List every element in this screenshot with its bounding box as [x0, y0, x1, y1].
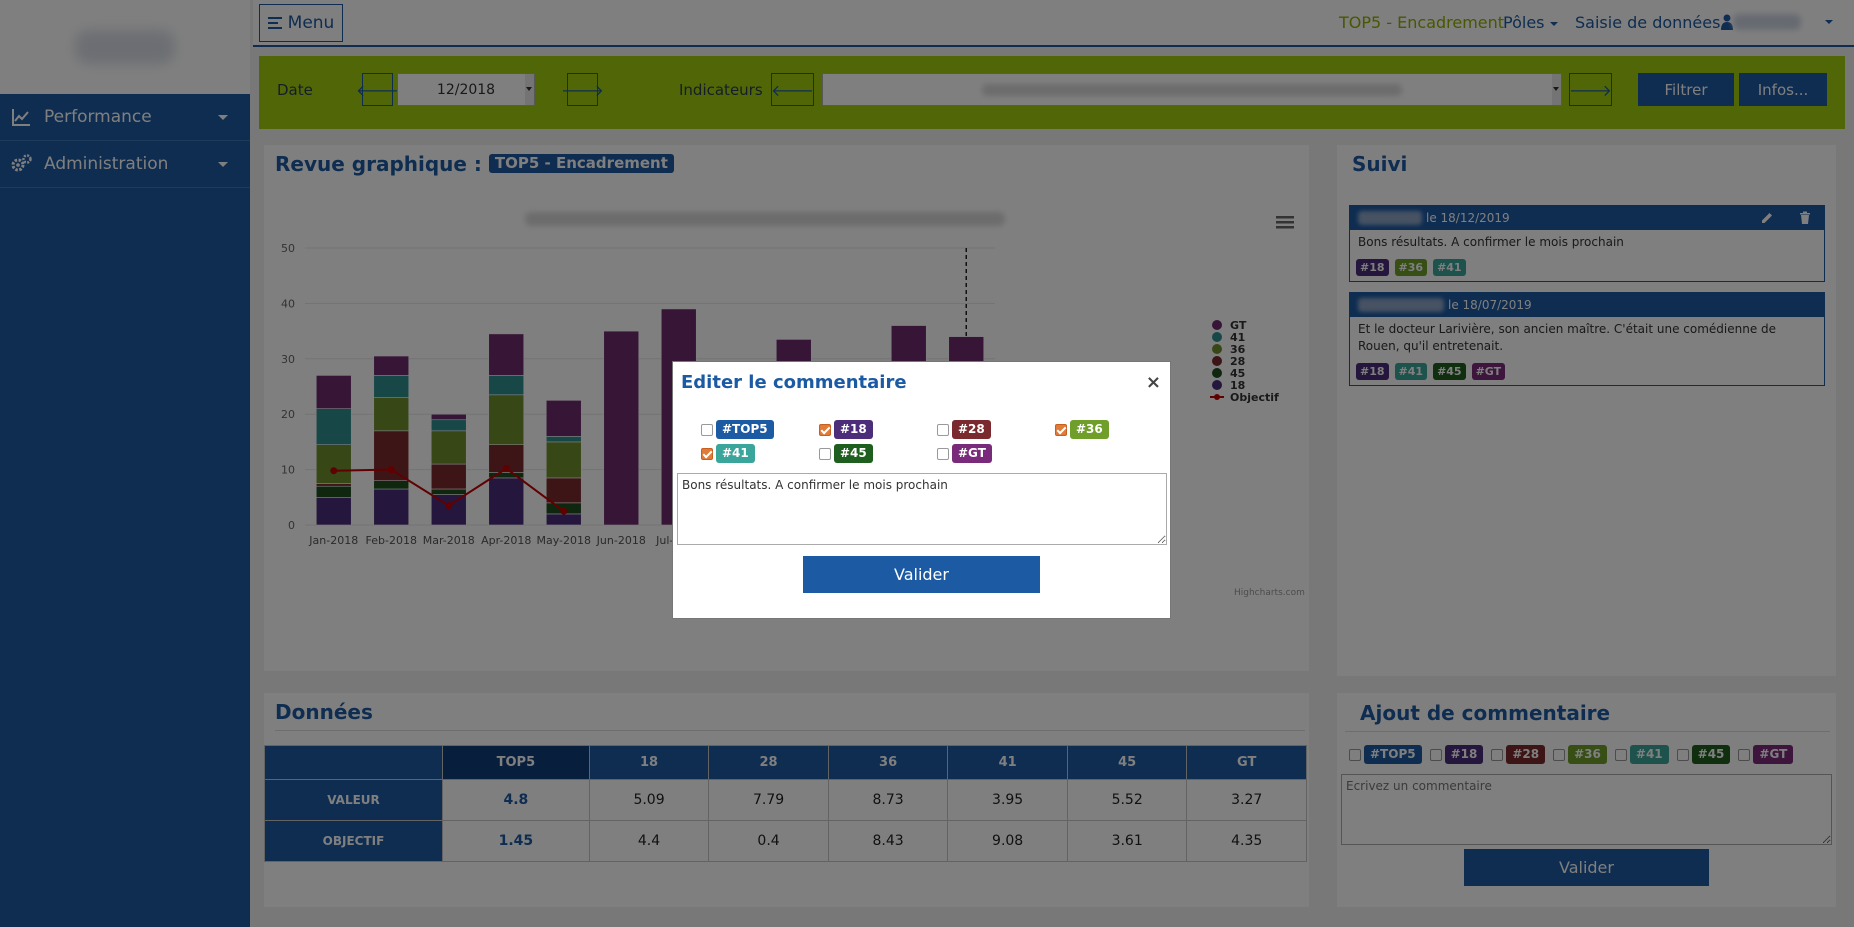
modal-comment-input[interactable]: Bons résultats. A confirmer le mois proc… — [677, 473, 1167, 545]
tag-badge: #18 — [834, 420, 873, 439]
modal-submit-button[interactable]: Valider — [803, 556, 1040, 593]
modal-tag-option[interactable]: #28 — [937, 420, 991, 439]
tag-checkbox-checked[interactable] — [701, 447, 713, 460]
modal-tag-option[interactable]: #45 — [819, 444, 873, 463]
modal-tag-option[interactable]: #41 — [701, 444, 755, 463]
tag-badge: #36 — [1070, 420, 1109, 439]
close-icon[interactable]: × — [1145, 372, 1161, 393]
modal-tag-option[interactable]: #18 — [819, 420, 873, 439]
tag-checkbox-checked[interactable] — [819, 423, 831, 436]
tag-badge: #28 — [952, 420, 991, 439]
edit-comment-modal: Editer le commentaire × #TOP5 #18 #28 #3… — [672, 361, 1171, 619]
modal-tag-option[interactable]: #TOP5 — [701, 420, 774, 439]
tag-badge: #45 — [834, 444, 873, 463]
tag-badge: #TOP5 — [716, 420, 774, 439]
tag-checkbox[interactable] — [937, 447, 949, 460]
tag-checkbox[interactable] — [701, 423, 713, 436]
tag-checkbox[interactable] — [937, 423, 949, 436]
tag-checkbox[interactable] — [819, 447, 831, 460]
modal-tag-option[interactable]: #GT — [937, 444, 992, 463]
tag-badge: #GT — [952, 444, 992, 463]
tag-checkbox-checked[interactable] — [1055, 423, 1067, 436]
modal-tag-option[interactable]: #36 — [1055, 420, 1109, 439]
tag-badge: #41 — [716, 444, 755, 463]
modal-title: Editer le commentaire — [681, 372, 907, 393]
